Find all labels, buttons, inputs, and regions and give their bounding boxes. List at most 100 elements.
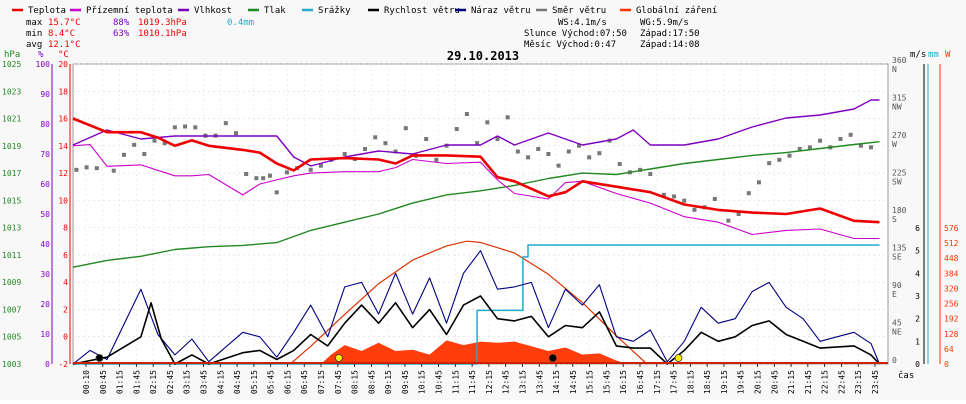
tick-x-label: 09:15 <box>384 370 393 394</box>
tick-x-label: 15:15 <box>586 370 595 394</box>
axis-unit-pct: % <box>38 50 44 60</box>
wind-direction-point <box>475 141 480 146</box>
wind-direction-point <box>746 191 751 196</box>
wind-direction-point <box>556 163 561 168</box>
tick-x-label: 16:15 <box>619 370 628 394</box>
tick-w: 128 <box>944 330 959 339</box>
tick-direction: 180 <box>892 206 907 215</box>
tick-x-label: 23:45 <box>871 370 880 394</box>
tick-x-label: 14:45 <box>569 370 578 394</box>
tick-pct: 10 <box>40 330 50 339</box>
tick-hpa: 1025 <box>2 60 21 69</box>
tick-pct: 100 <box>36 60 51 69</box>
chart-title: 29.10.2013 <box>447 49 519 63</box>
wind-direction-point <box>536 147 541 151</box>
tick-degc: 0 <box>63 333 68 342</box>
wind-direction-point <box>424 137 429 141</box>
tick-direction: 135 <box>892 244 907 253</box>
wind-direction-point <box>94 166 99 171</box>
tick-x-label: 02:45 <box>166 370 175 394</box>
tick-direction-label: SW <box>892 178 902 187</box>
tick-pct: 80 <box>40 120 50 129</box>
legend-label: Směr větru <box>552 6 606 16</box>
wind-direction-point <box>132 142 137 147</box>
tick-ms: 3 <box>915 292 920 301</box>
legend-label: Rychlost větru <box>384 6 460 16</box>
wind-direction-point <box>869 145 874 150</box>
tick-hpa: 1019 <box>2 142 21 151</box>
tick-direction: 225 <box>892 169 907 178</box>
info-moonset: Západ:14:08 <box>640 40 700 50</box>
tick-degc: 20 <box>58 60 68 69</box>
wind-direction-point <box>566 149 571 154</box>
stats-block: max 15.7°C 88% 1019.3hPa 0.4mm min 8.4°C 63% 101… <box>26 18 700 50</box>
tick-x-label: 14:15 <box>552 370 561 394</box>
wind-direction-point <box>848 132 853 137</box>
tick-ms: 0 <box>915 360 920 369</box>
tick-x-label: 13:45 <box>535 370 544 394</box>
axes: hPa% °C m/s mm Wčas1003100510071009101110131… <box>2 50 959 394</box>
stat-label: avg <box>26 40 42 50</box>
axis-unit-degc: °C <box>58 50 69 60</box>
tick-pct: 50 <box>40 210 50 219</box>
tick-hpa: 1017 <box>2 169 21 178</box>
tick-w: 448 <box>944 254 959 263</box>
wind-direction-point <box>648 172 653 176</box>
tick-direction-label: W <box>892 140 897 149</box>
axis-unit-mm: mm <box>928 50 939 60</box>
wind-direction-point <box>342 152 347 156</box>
wind-direction-point <box>661 192 666 197</box>
tick-degc: 2 <box>63 305 68 314</box>
tick-ms: 1 <box>915 337 920 346</box>
axis-unit-ms: m/s <box>910 50 926 60</box>
tick-x-label: 06:45 <box>300 370 309 394</box>
tick-hpa: 1003 <box>2 360 21 369</box>
wind-direction-point <box>454 127 459 131</box>
tick-x-label: 23:15 <box>854 370 863 394</box>
tick-w: 384 <box>944 269 959 278</box>
wind-direction-point <box>777 157 782 162</box>
info-wg: WG:5.9m/s <box>640 18 689 28</box>
tick-degc: 10 <box>58 196 68 205</box>
wind-direction-point <box>597 151 602 156</box>
tick-ms: 2 <box>915 315 920 324</box>
wind-direction-point <box>393 149 398 154</box>
wind-direction-point <box>638 167 643 172</box>
wind-direction-point <box>261 176 266 181</box>
tick-direction-label: NW <box>892 103 902 112</box>
info-sunset: Západ:17:50 <box>640 29 700 39</box>
wind-direction-point <box>797 147 802 151</box>
tick-hpa: 1023 <box>2 87 21 96</box>
stat-temp: 8.4°C <box>48 29 75 39</box>
legend-label: Náraz větru <box>471 6 531 16</box>
tick-x-label: 21:15 <box>787 370 796 394</box>
stat-label: min <box>26 29 42 39</box>
wind-direction-point <box>193 125 198 130</box>
tick-x-label: 08:45 <box>367 370 376 394</box>
tick-x-label: 16:45 <box>636 370 645 394</box>
tick-x-label: 03:45 <box>200 370 209 394</box>
stat-rain: 0.4mm <box>227 18 254 28</box>
tick-x-label: 10:45 <box>435 370 444 394</box>
wind-direction-point <box>363 147 368 151</box>
tick-ms: 4 <box>915 269 920 278</box>
tick-degc: 18 <box>58 87 68 96</box>
wind-direction-point <box>284 170 289 175</box>
stat-label: max <box>26 18 43 28</box>
tick-direction: 315 <box>892 94 907 103</box>
sunrise-marker <box>334 354 343 362</box>
moonset-marker <box>548 354 557 362</box>
stat-temp: 12.1°C <box>48 40 81 50</box>
wind-direction-point <box>807 145 812 150</box>
wind-direction-point <box>274 190 279 195</box>
tick-x-label: 18:45 <box>703 370 712 394</box>
tick-x-label: 00:45 <box>99 370 108 394</box>
stat-humidity: 63% <box>113 29 130 39</box>
wind-direction-point <box>142 152 147 156</box>
wind-direction-point <box>254 176 259 181</box>
stat-pressure: 1010.1hPa <box>138 29 187 39</box>
wind-direction-point <box>308 167 313 172</box>
tick-x-label: 04:15 <box>216 370 225 394</box>
tick-direction-label: SE <box>892 253 902 262</box>
